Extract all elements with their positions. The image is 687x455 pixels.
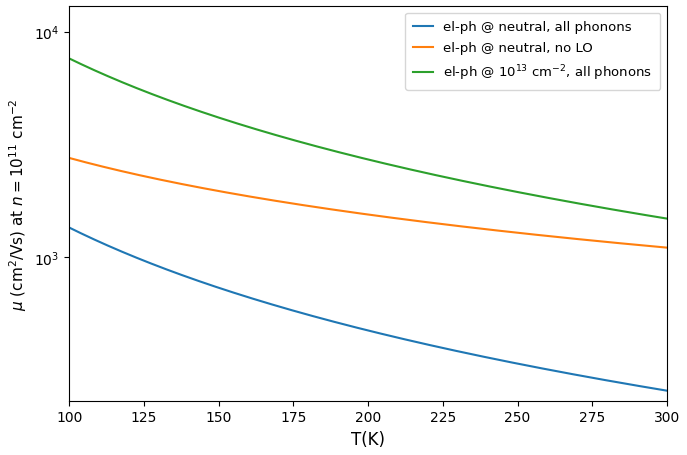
el-ph @ neutral, all phonons — [663, 388, 671, 394]
el-ph @ neutral, no LO — [352, 211, 361, 216]
el-ph @ neutral, no LO — [349, 210, 357, 216]
el-ph @ neutral, no LO — [421, 220, 429, 225]
el-ph @ neutral, all phonons — [555, 369, 563, 374]
el-ph @ $10^{13}$ cm$^{-2}$, all phonons — [349, 154, 357, 159]
Line: el-ph @ $10^{13}$ cm$^{-2}$, all phonons: el-ph @ $10^{13}$ cm$^{-2}$, all phonons — [69, 59, 667, 219]
el-ph @ neutral, no LO — [663, 245, 671, 251]
el-ph @ neutral, all phonons — [421, 342, 429, 347]
el-ph @ neutral, all phonons — [649, 386, 657, 391]
el-ph @ $10^{13}$ cm$^{-2}$, all phonons — [663, 217, 671, 222]
X-axis label: T(K): T(K) — [351, 430, 385, 448]
el-ph @ $10^{13}$ cm$^{-2}$, all phonons — [421, 171, 429, 176]
el-ph @ neutral, all phonons — [352, 325, 361, 331]
Line: el-ph @ neutral, no LO: el-ph @ neutral, no LO — [69, 159, 667, 248]
el-ph @ neutral, all phonons — [65, 225, 74, 231]
el-ph @ neutral, all phonons — [389, 334, 397, 339]
el-ph @ $10^{13}$ cm$^{-2}$, all phonons — [389, 163, 397, 169]
el-ph @ neutral, all phonons — [349, 324, 357, 330]
el-ph @ neutral, no LO — [389, 216, 397, 221]
Y-axis label: $\mu$ (cm$^2$/Vs) at $n = 10^{11}$ cm$^{-2}$: $\mu$ (cm$^2$/Vs) at $n = 10^{11}$ cm$^{… — [7, 98, 29, 310]
el-ph @ neutral, no LO — [649, 244, 657, 249]
el-ph @ $10^{13}$ cm$^{-2}$, all phonons — [65, 56, 74, 62]
el-ph @ neutral, no LO — [555, 235, 563, 240]
Legend: el-ph @ neutral, all phonons, el-ph @ neutral, no LO, el-ph @ $10^{13}$ cm$^{-2}: el-ph @ neutral, all phonons, el-ph @ ne… — [405, 14, 660, 91]
el-ph @ $10^{13}$ cm$^{-2}$, all phonons — [649, 214, 657, 219]
el-ph @ neutral, no LO — [65, 156, 74, 162]
Line: el-ph @ neutral, all phonons: el-ph @ neutral, all phonons — [69, 228, 667, 391]
el-ph @ $10^{13}$ cm$^{-2}$, all phonons — [555, 198, 563, 203]
el-ph @ $10^{13}$ cm$^{-2}$, all phonons — [352, 155, 361, 160]
